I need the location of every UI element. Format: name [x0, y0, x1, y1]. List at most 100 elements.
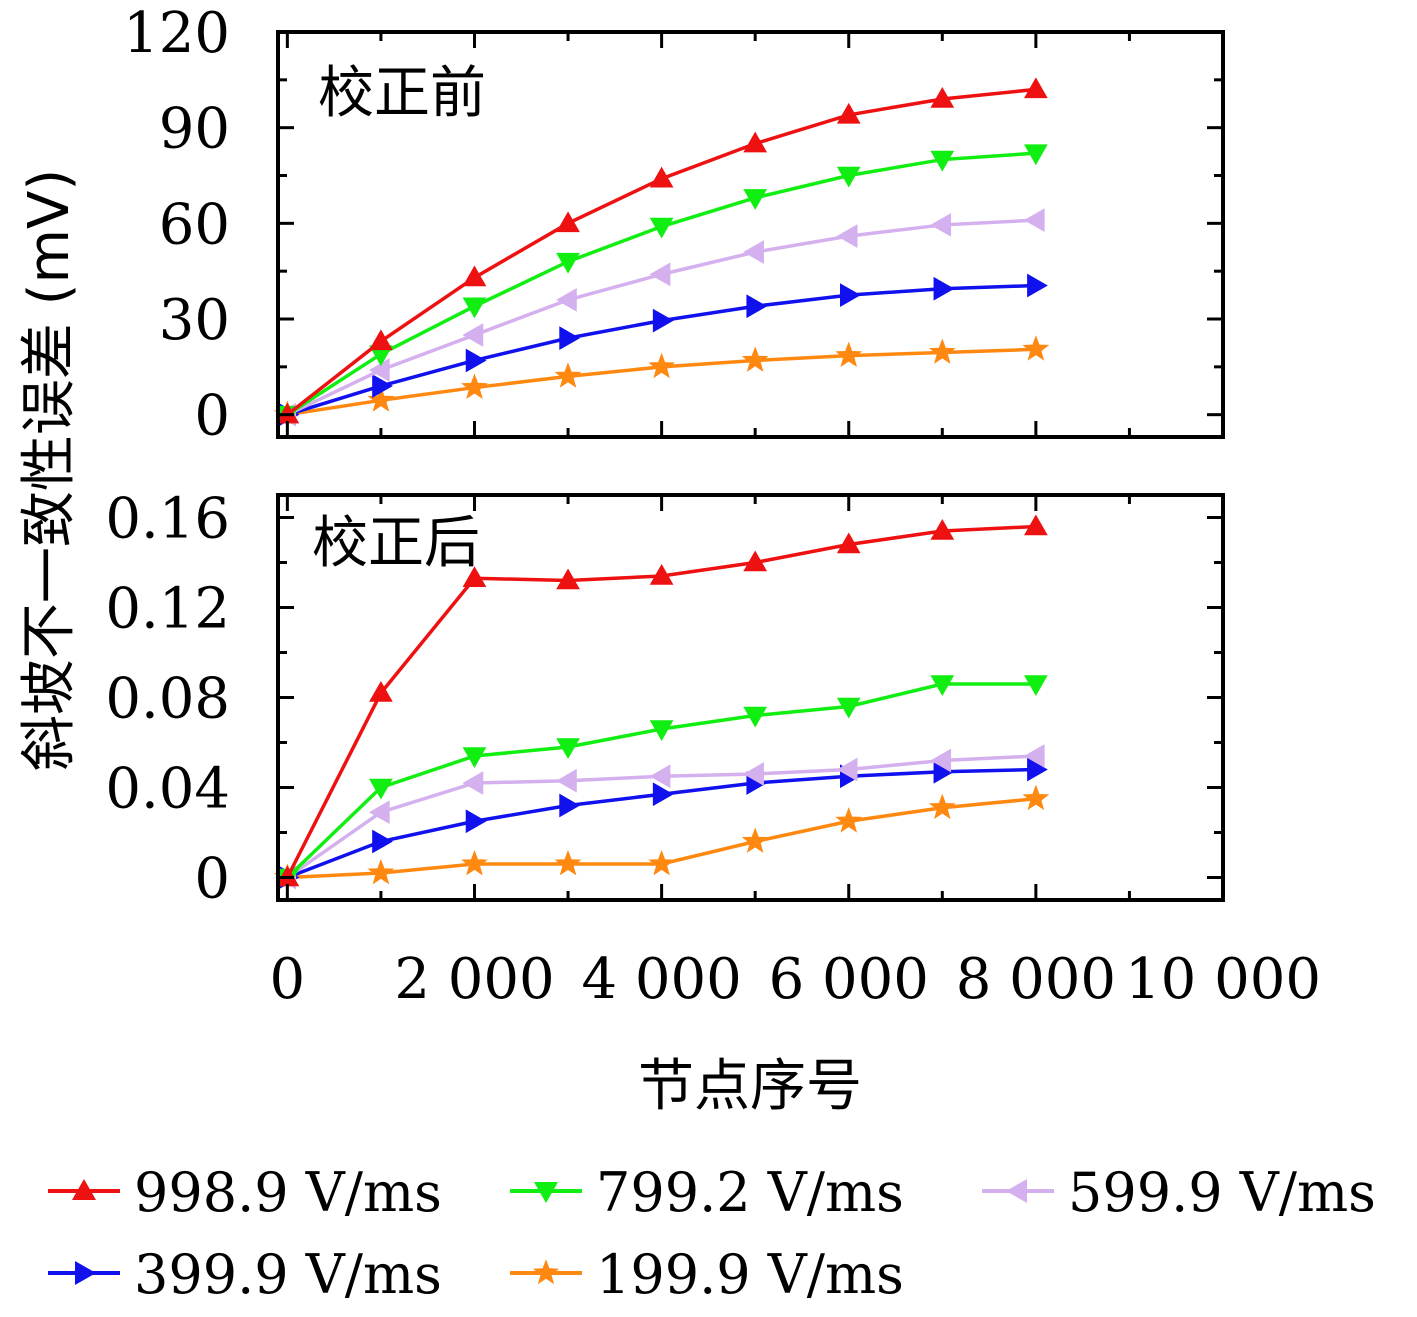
legend-label: 998.9 V/ms	[134, 1161, 442, 1224]
data-point	[465, 348, 487, 373]
legend-item: 799.2 V/ms	[510, 1161, 904, 1224]
legend-item: 199.9 V/ms	[510, 1243, 904, 1306]
y-tick-label: 0.12	[105, 577, 230, 642]
data-point	[743, 240, 764, 264]
data-point	[556, 738, 580, 760]
data-point	[1023, 744, 1045, 768]
legend-label: 799.2 V/ms	[596, 1161, 904, 1224]
x-axis-title: 节点序号	[638, 1054, 862, 1119]
panel-before-label: 校正前	[318, 61, 486, 126]
x-tick-label: 10 000	[1125, 947, 1321, 1012]
data-point	[649, 563, 674, 585]
data-point	[554, 849, 582, 876]
data-point	[930, 675, 955, 697]
data-point	[556, 768, 577, 793]
data-point	[930, 86, 955, 108]
data-point	[556, 288, 577, 312]
data-point	[369, 680, 393, 702]
y-tick-label: 0.16	[105, 487, 230, 552]
data-point	[1024, 675, 1048, 697]
legend-marker	[75, 1261, 96, 1285]
legend-label: 399.9 V/ms	[134, 1243, 442, 1306]
data-point	[1027, 757, 1048, 782]
data-point	[462, 297, 487, 319]
data-point	[556, 211, 580, 233]
data-point	[928, 793, 956, 820]
data-point	[928, 338, 956, 364]
data-point	[367, 386, 395, 412]
legend: 998.9 V/ms 799.2 V/ms 599.9 V/ms 399.9 V/ms…	[48, 1161, 1376, 1306]
y-axis-title: 斜坡不一致性误差 (mV)	[17, 169, 82, 771]
data-point	[1023, 208, 1045, 233]
data-point	[933, 276, 955, 301]
data-point	[462, 566, 487, 587]
series-line-3	[286, 283, 1036, 417]
data-point	[465, 809, 487, 834]
legend-marker	[532, 1259, 560, 1285]
data-point	[836, 102, 861, 124]
y-tick-label: 60	[159, 192, 230, 257]
data-point	[648, 352, 675, 379]
data-point	[462, 323, 484, 347]
data-point	[835, 341, 863, 368]
data-point	[462, 771, 484, 795]
data-point	[1027, 273, 1048, 298]
series-line-1	[286, 151, 1036, 417]
panel-before-frame	[276, 30, 1225, 439]
panel-before: 0 30 60 90 120 校正前	[123, 1, 1225, 449]
data-point	[368, 800, 390, 825]
y-tick-label: 30	[159, 288, 230, 353]
data-point	[836, 224, 858, 248]
data-point	[930, 518, 955, 540]
data-point	[367, 858, 395, 885]
legend-item: 599.9 V/ms	[982, 1161, 1376, 1224]
data-point	[1024, 514, 1048, 536]
x-tick-label: 2 000	[394, 947, 554, 1012]
data-point	[743, 131, 768, 153]
data-point	[836, 166, 861, 188]
data-point	[554, 362, 582, 388]
data-point	[559, 793, 581, 818]
x-tick-label: 8 000	[956, 947, 1116, 1012]
data-point	[1024, 77, 1048, 99]
data-point	[741, 827, 769, 853]
legend-marker	[534, 1182, 558, 1203]
data-point	[556, 568, 580, 590]
x-tick-label: 6 000	[769, 947, 929, 1012]
data-point	[652, 308, 674, 333]
data-point	[743, 189, 768, 210]
data-point	[369, 329, 393, 351]
data-point	[652, 782, 674, 807]
data-point	[743, 762, 764, 786]
legend-label: 599.9 V/ms	[1068, 1161, 1376, 1224]
data-point	[835, 807, 863, 833]
data-point	[743, 550, 768, 572]
data-point	[839, 283, 861, 307]
panel-after-label: 校正后	[312, 511, 480, 576]
y-tick-label: 0.08	[105, 667, 230, 732]
data-point	[649, 764, 671, 789]
data-point	[369, 778, 393, 800]
data-point	[836, 757, 858, 782]
data-point	[1024, 144, 1048, 166]
legend-marker	[72, 1179, 96, 1200]
y-tick-label: 0.04	[105, 757, 230, 822]
data-point	[462, 265, 487, 287]
data-point	[836, 697, 861, 719]
data-point	[930, 150, 955, 172]
data-point	[372, 829, 393, 854]
data-point	[368, 358, 390, 382]
y-tick-label: 0	[194, 384, 230, 449]
data-point	[746, 294, 768, 319]
y-tick-label: 120	[123, 1, 230, 66]
data-point	[649, 166, 674, 188]
data-point	[930, 748, 952, 773]
data-point	[559, 326, 581, 351]
legend-marker	[1006, 1179, 1027, 1203]
data-point	[1022, 335, 1050, 361]
data-point	[461, 373, 488, 399]
x-tick-label: 0	[270, 947, 306, 1012]
data-point	[461, 849, 488, 876]
legend-item: 399.9 V/ms	[48, 1243, 442, 1306]
